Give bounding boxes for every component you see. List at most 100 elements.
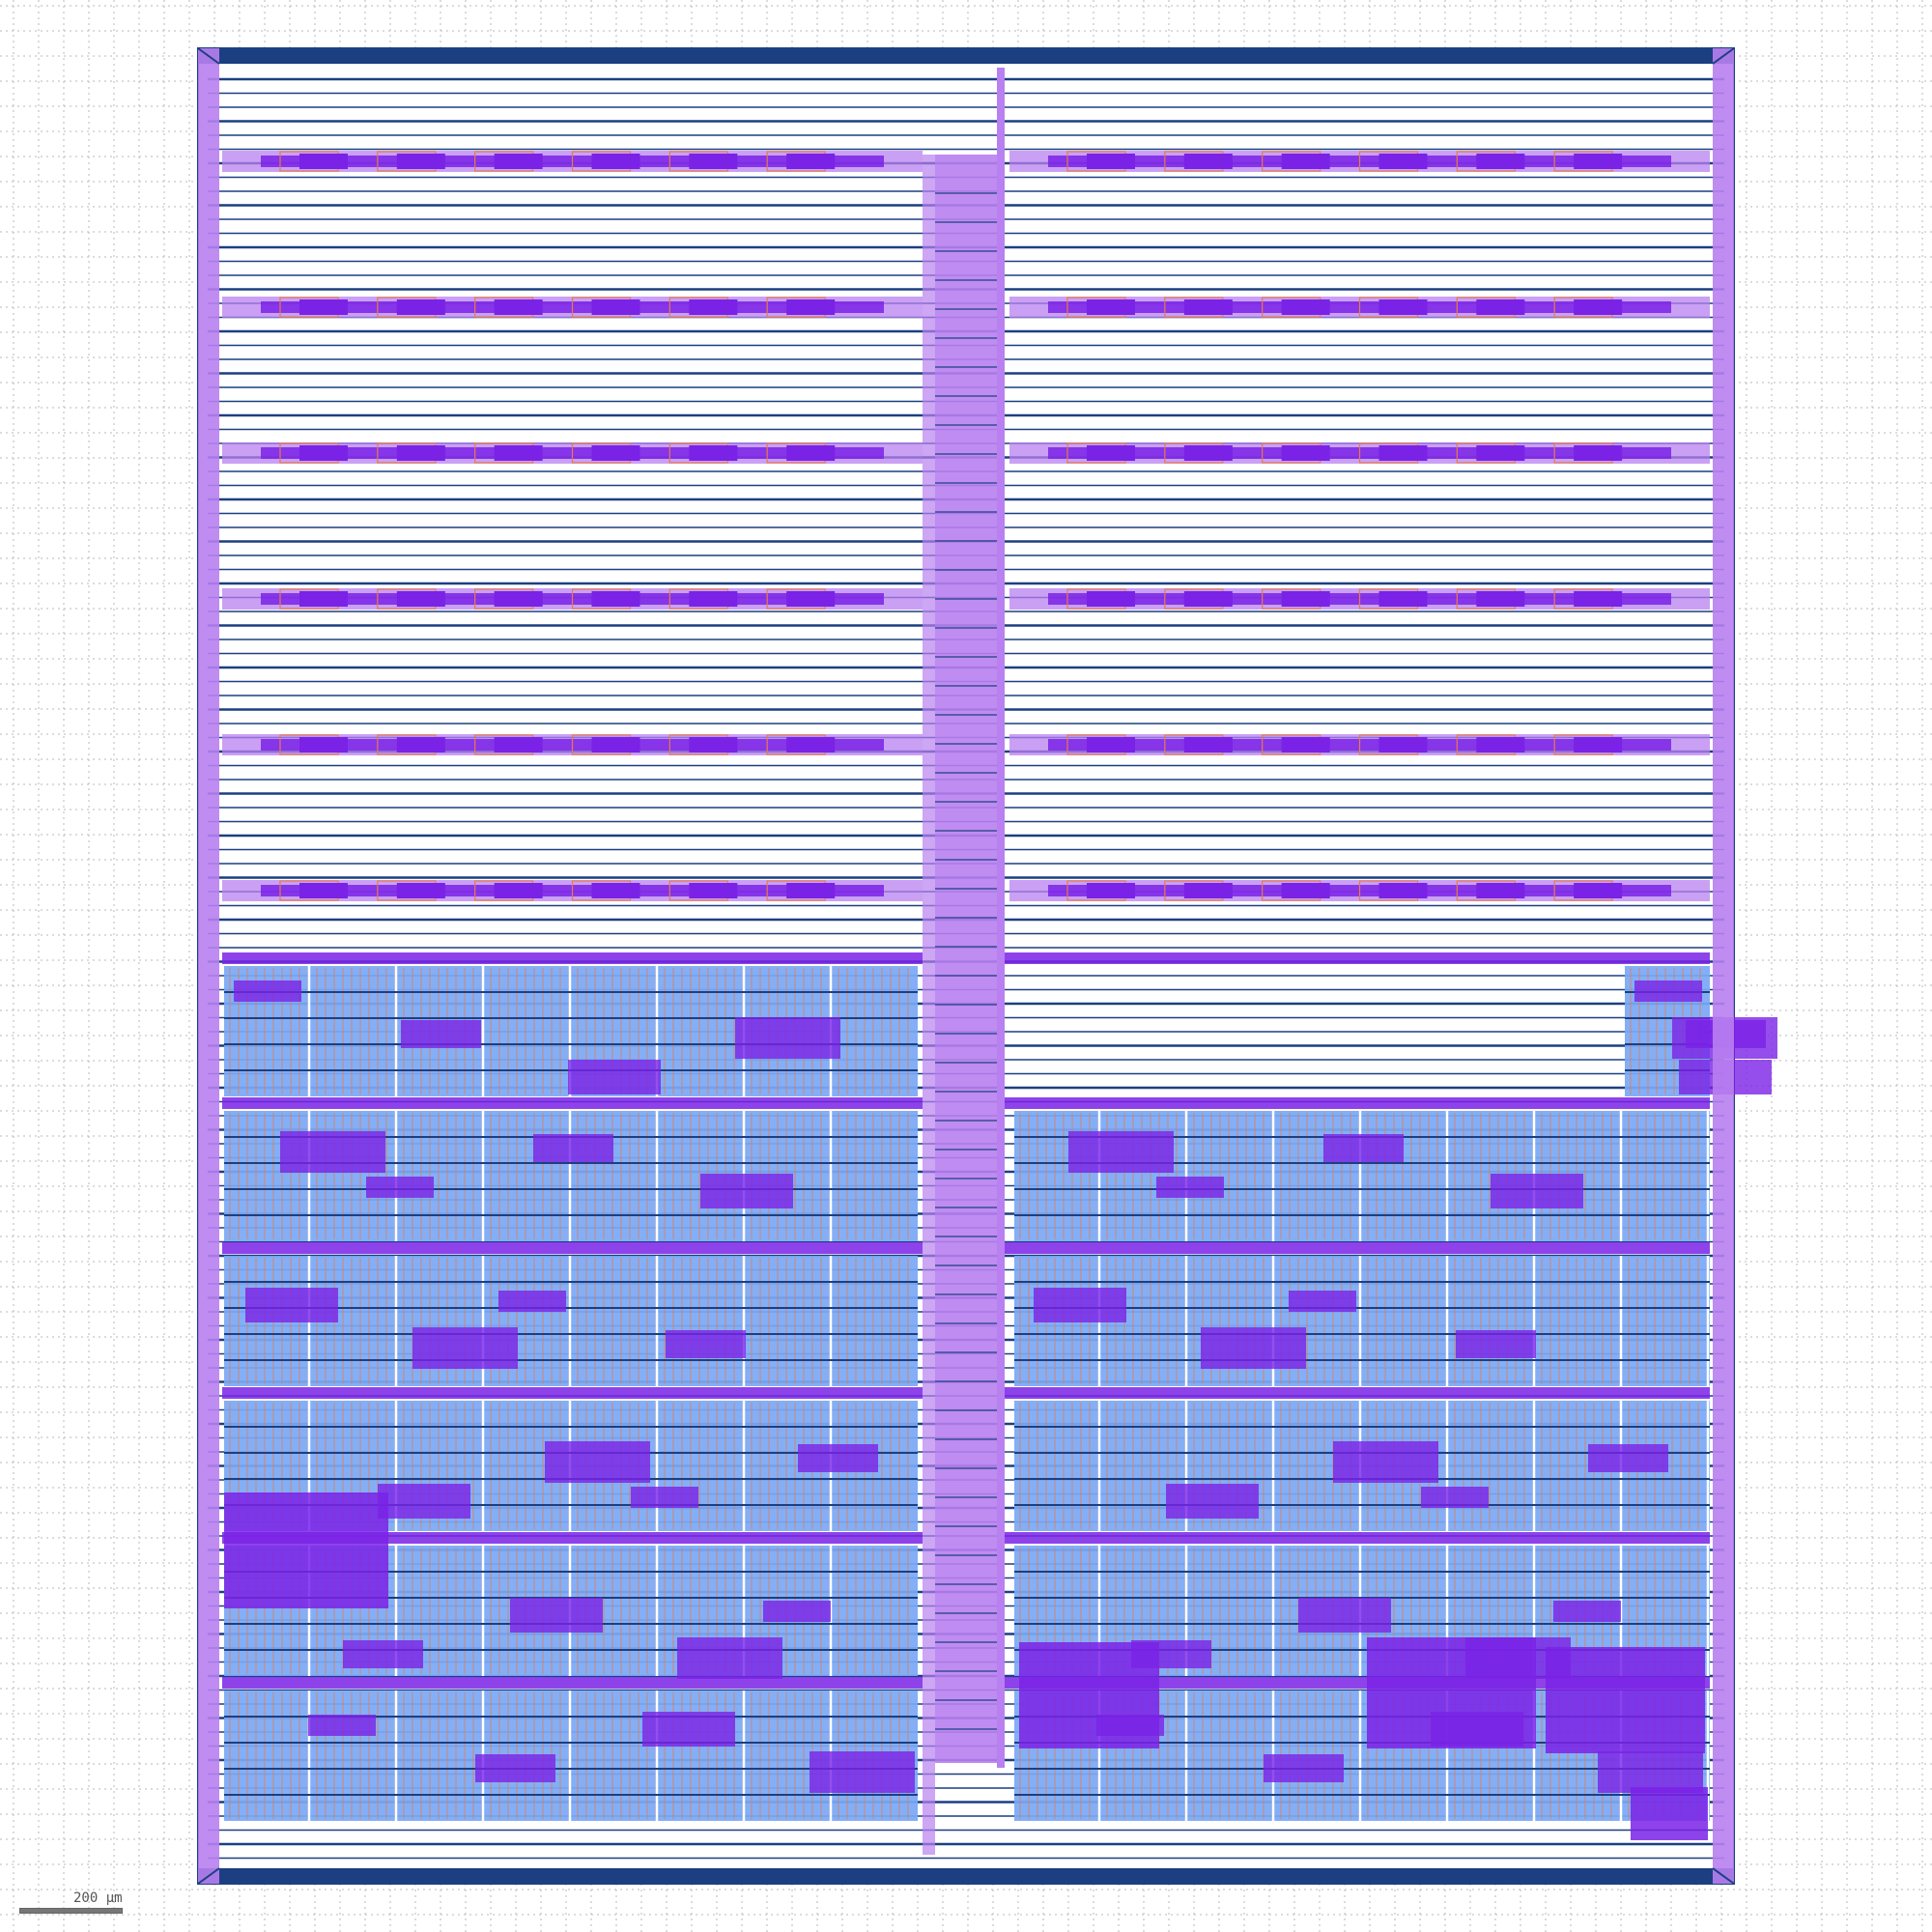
row-channel [1005,1532,1710,1544]
dense-cluster [1553,1601,1621,1622]
row-channel [1005,1097,1710,1109]
dense-cluster [798,1444,878,1472]
channel-driver [1282,154,1330,169]
dense-cluster [1491,1174,1583,1208]
channel-driver [495,883,543,898]
channel-driver [786,299,835,315]
dense-cluster [810,1751,915,1793]
channel-driver [1282,591,1330,607]
dense-cluster [642,1712,735,1747]
channel-driver [1379,154,1428,169]
channel-driver [1476,883,1524,898]
channel-driver [1087,299,1135,315]
channel-driver [299,445,348,461]
channel-driver [1087,737,1135,753]
channel-driver [1087,883,1135,898]
channel-driver [1282,445,1330,461]
dense-cluster [1298,1598,1391,1633]
channel-driver [1282,883,1330,898]
channel-driver [397,591,445,607]
channel-driver [299,883,348,898]
channel-driver [299,299,348,315]
macro-block [1019,1642,1159,1748]
dense-cluster [1166,1484,1259,1519]
cell-block [1014,1111,1710,1241]
dense-cluster [510,1598,603,1633]
channel-driver [1282,299,1330,315]
channel-driver [495,591,543,607]
channel-driver [689,299,737,315]
scale-bar-label: 200 µm [73,1890,123,1906]
row-channel [222,952,923,964]
channel-driver [689,883,737,898]
channel-driver [397,299,445,315]
dense-cluster [234,980,301,1002]
pad-ring-bottom [198,1868,1734,1884]
channel-driver [786,591,835,607]
dense-cluster [1456,1330,1536,1358]
channel-driver [689,737,737,753]
channel-driver [592,737,640,753]
dense-cluster [1598,1751,1703,1793]
channel-driver [1574,445,1622,461]
dense-cluster [1034,1288,1126,1322]
dense-cluster [401,1020,481,1048]
channel-driver [495,445,543,461]
dense-cluster [1634,980,1702,1002]
pad-ring-top [198,48,1734,64]
channel-driver [1574,154,1622,169]
channel-driver [495,737,543,753]
channel-driver [592,883,640,898]
row-channel [1005,1242,1710,1254]
dense-cluster [763,1601,831,1622]
pad-ring-right [1713,48,1734,1884]
trunk-left-edge [923,155,935,1855]
channel-driver [689,591,737,607]
channel-driver [1574,737,1622,753]
channel-driver [1476,445,1524,461]
scale-bar [19,1908,123,1914]
channel-driver [299,154,348,169]
channel-driver [1379,299,1428,315]
macro-block [1367,1637,1536,1748]
dense-cluster [1068,1131,1174,1173]
channel-driver [1184,883,1233,898]
channel-driver [397,883,445,898]
channel-driver [689,445,737,461]
channel-driver [1379,737,1428,753]
macro-block [1546,1647,1705,1753]
dense-cluster [1333,1441,1438,1483]
channel-driver [592,591,640,607]
dense-cluster [412,1327,518,1369]
channel-driver [1087,154,1135,169]
channel-driver [786,154,835,169]
dense-cluster [280,1131,385,1173]
channel-driver [397,445,445,461]
channel-driver [592,299,640,315]
dense-cluster [666,1330,746,1358]
trunk-spine [997,68,1005,1768]
macro-block [1631,1787,1708,1840]
channel-driver [689,154,737,169]
channel-driver [1476,154,1524,169]
channel-driver [1379,883,1428,898]
dense-cluster [568,1060,661,1094]
dense-cluster [1156,1177,1224,1198]
dense-cluster [631,1487,698,1508]
dense-cluster [677,1637,782,1679]
row-channel [222,1387,923,1399]
channel-driver [1574,883,1622,898]
channel-driver [299,737,348,753]
channel-driver [397,737,445,753]
dense-cluster [1289,1291,1356,1312]
channel-driver [397,154,445,169]
macro-block [224,1492,388,1608]
channel-driver [592,154,640,169]
channel-driver [786,737,835,753]
channel-driver [1379,445,1428,461]
channel-driver [1574,299,1622,315]
row-channel [222,1677,923,1689]
channel-driver [1282,737,1330,753]
channel-driver [1476,737,1524,753]
